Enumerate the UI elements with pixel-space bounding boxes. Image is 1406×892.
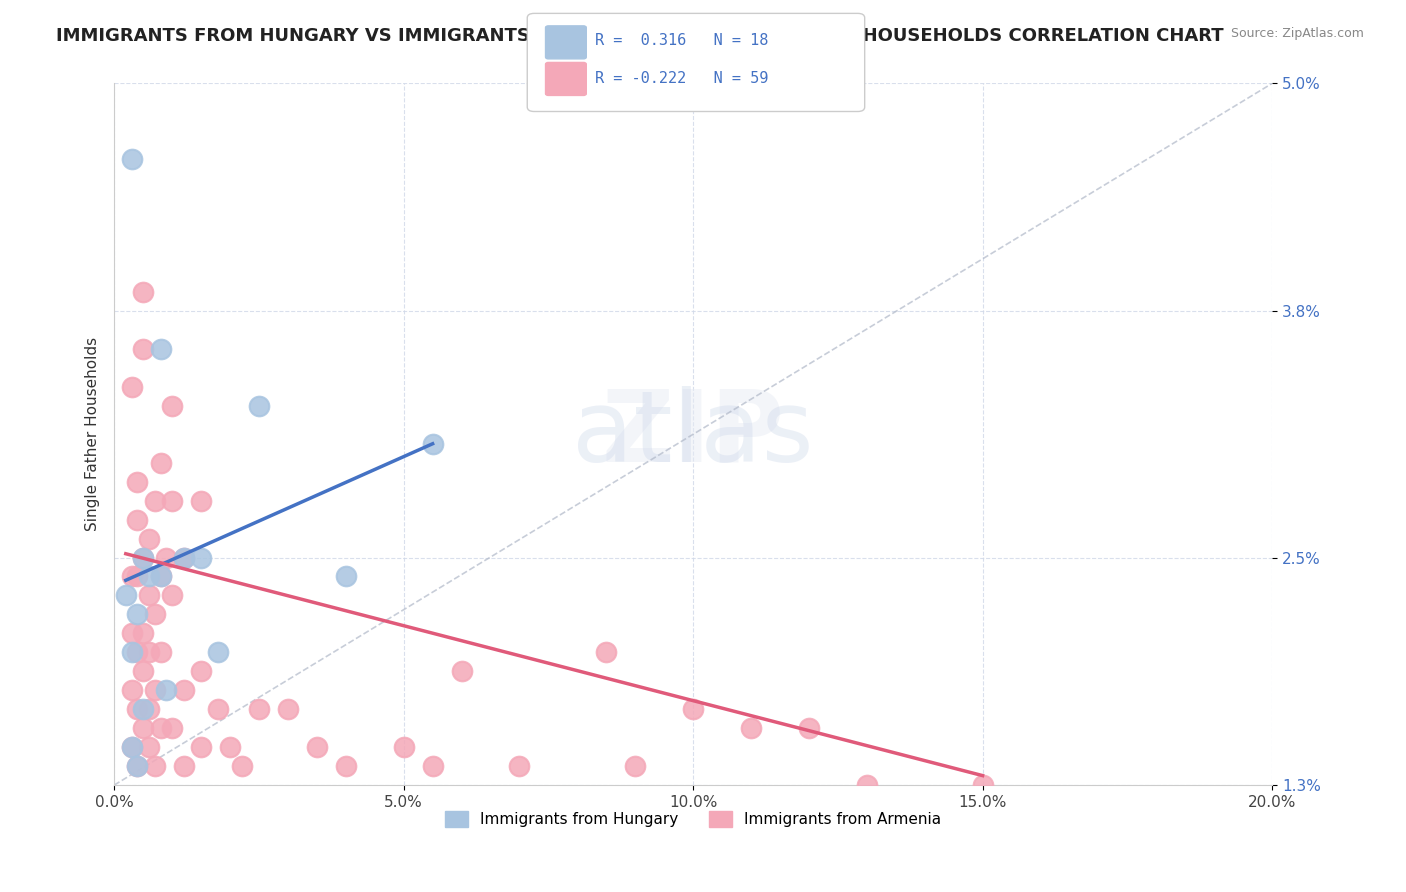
Point <box>335 569 357 583</box>
Point <box>682 702 704 716</box>
Point <box>335 759 357 773</box>
Point <box>132 626 155 640</box>
Point <box>160 721 183 735</box>
Point <box>190 550 212 565</box>
Point <box>138 532 160 546</box>
Point <box>121 740 143 755</box>
Text: R =  0.316   N = 18: R = 0.316 N = 18 <box>595 33 768 47</box>
Point <box>972 778 994 792</box>
Point <box>121 645 143 659</box>
Point <box>143 683 166 698</box>
Point <box>132 702 155 716</box>
Text: R = -0.222   N = 59: R = -0.222 N = 59 <box>595 71 768 86</box>
Point <box>207 645 229 659</box>
Point <box>231 759 253 773</box>
Point <box>305 740 328 755</box>
Point <box>121 569 143 583</box>
Point <box>143 607 166 622</box>
Point <box>138 702 160 716</box>
Point <box>149 721 172 735</box>
Point <box>160 493 183 508</box>
Point <box>138 645 160 659</box>
Point <box>247 399 270 413</box>
Point <box>508 759 530 773</box>
Point <box>149 569 172 583</box>
Point <box>132 550 155 565</box>
Point <box>173 550 195 565</box>
Point <box>277 702 299 716</box>
Point <box>190 740 212 755</box>
Point <box>121 380 143 394</box>
Point <box>207 702 229 716</box>
Legend: Immigrants from Hungary, Immigrants from Armenia: Immigrants from Hungary, Immigrants from… <box>439 805 948 834</box>
Point <box>450 665 472 679</box>
Point <box>121 683 143 698</box>
Point <box>127 702 149 716</box>
Point <box>856 778 879 792</box>
Point <box>121 626 143 640</box>
Point <box>149 456 172 470</box>
Point <box>149 569 172 583</box>
Point <box>121 740 143 755</box>
Point <box>127 513 149 527</box>
Point <box>740 721 762 735</box>
Point <box>595 645 617 659</box>
Point <box>624 759 647 773</box>
Point <box>219 740 242 755</box>
Text: IMMIGRANTS FROM HUNGARY VS IMMIGRANTS FROM ARMENIA SINGLE FATHER HOUSEHOLDS CORR: IMMIGRANTS FROM HUNGARY VS IMMIGRANTS FR… <box>56 27 1223 45</box>
Point <box>132 550 155 565</box>
Point <box>173 683 195 698</box>
Point <box>132 342 155 356</box>
Point <box>422 759 444 773</box>
Point <box>127 759 149 773</box>
Point <box>127 607 149 622</box>
Point <box>132 665 155 679</box>
Text: ZIP: ZIP <box>602 385 785 483</box>
Point <box>138 569 160 583</box>
Point <box>392 740 415 755</box>
Point <box>422 436 444 450</box>
Point <box>127 569 149 583</box>
Point <box>143 759 166 773</box>
Point <box>127 759 149 773</box>
Text: atlas: atlas <box>572 385 814 483</box>
Point <box>127 645 149 659</box>
Y-axis label: Single Father Households: Single Father Households <box>86 337 100 532</box>
Point <box>155 550 177 565</box>
Point <box>132 721 155 735</box>
Point <box>160 589 183 603</box>
Point <box>121 153 143 167</box>
Point <box>797 721 820 735</box>
Point <box>127 475 149 489</box>
Point <box>143 493 166 508</box>
Point <box>190 493 212 508</box>
Point <box>155 683 177 698</box>
Point <box>149 645 172 659</box>
Point <box>138 740 160 755</box>
Point <box>247 702 270 716</box>
Point <box>190 665 212 679</box>
Text: Source: ZipAtlas.com: Source: ZipAtlas.com <box>1230 27 1364 40</box>
Point <box>138 589 160 603</box>
Point <box>132 285 155 299</box>
Point <box>160 399 183 413</box>
Point <box>149 342 172 356</box>
Point <box>173 759 195 773</box>
Point <box>173 550 195 565</box>
Point <box>114 589 136 603</box>
